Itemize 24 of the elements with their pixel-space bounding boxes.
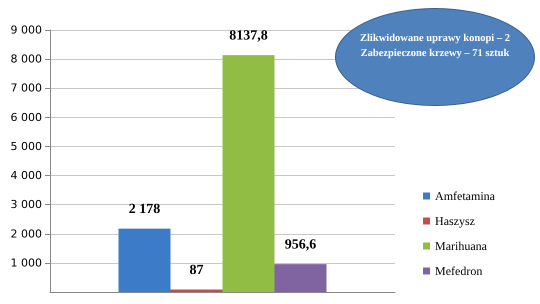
bar [274,264,326,292]
y-tick-label: 4 000 [10,169,42,182]
data-label: 8137,8 [229,28,268,44]
bar [118,228,170,292]
ellipse-callout: Zlikwidowane uprawy konopi – 2 Zabezpieczone krzewy – 71 sztuk [335,8,535,106]
y-tick-label: 2 000 [10,227,42,240]
annotation: Zlikwidowane uprawy konopi – 2 [360,32,510,46]
data-label: 2 178 [128,202,160,218]
y-tick-label: 7 000 [10,82,42,95]
legend-label: Haszysz [435,214,476,228]
annotation: Zabezpieczone krzewy – 71 sztuk [360,47,510,61]
bar [222,55,274,292]
data-label: 87 [190,262,204,278]
legend-label: Marihuana [435,239,488,253]
y-tick-label: 5 000 [10,140,42,153]
legend-label: Mefedron [435,264,482,278]
y-tick-label: 6 000 [10,110,42,124]
y-tick-label: 9 000 [10,24,42,36]
legend-label: Amfetamina [435,189,496,203]
bar [170,289,222,292]
y-tick-label: 8 000 [10,52,42,66]
y-tick-label: 1 000 [10,256,42,270]
y-tick-label: 3 000 [10,198,42,212]
data-label: 956,6 [284,238,316,253]
